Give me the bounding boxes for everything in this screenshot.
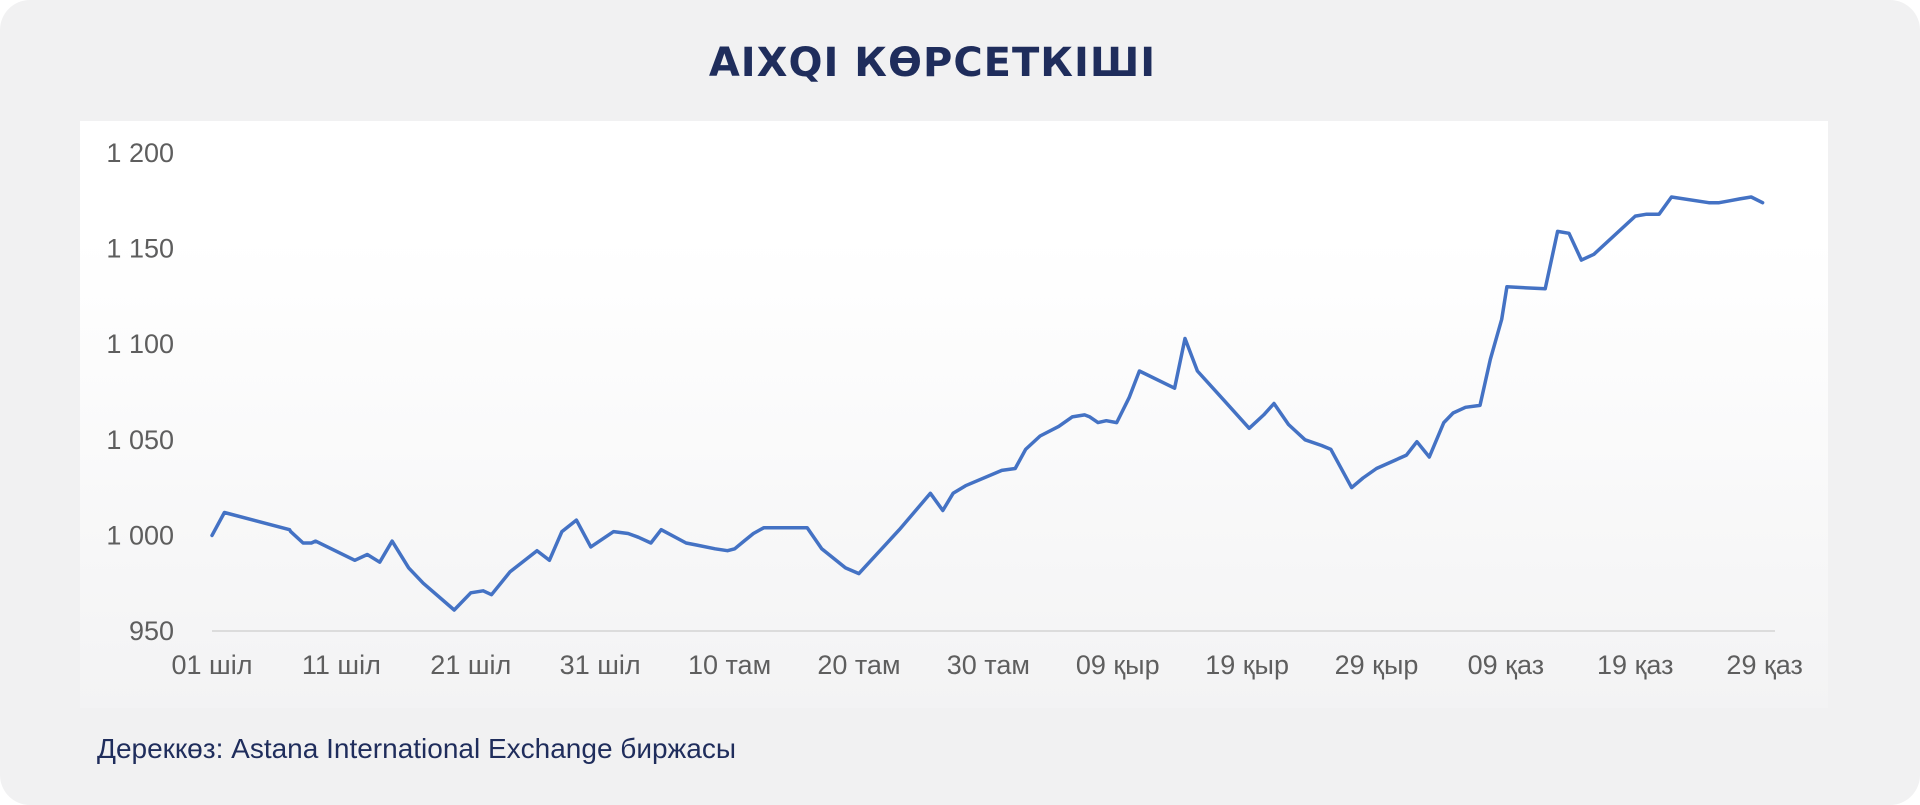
x-tick-label: 09 қыр [1076,650,1160,680]
x-tick-label: 31 шіл [560,650,641,680]
y-tick-label: 950 [129,616,174,646]
x-tick-label: 19 қаз [1597,650,1673,680]
x-tick-label: 29 қаз [1726,650,1802,680]
chart-title: AIXQI КӨРСЕТКІШІ [708,40,1157,86]
y-tick-label: 1 000 [106,520,174,550]
x-tick-label: 10 там [688,650,771,680]
series-line [210,195,1765,612]
line-chart: 950 1 000 1 050 1 100 1 150 1 200 01 шіл 11 шіл… [106,138,1802,680]
x-tick-label: 11 шіл [302,650,381,680]
y-tick-label: 1 100 [106,329,174,359]
y-tick-label: 1 050 [106,425,174,455]
x-tick-label: 30 там [947,650,1030,680]
plot-area: 950 1 000 1 050 1 100 1 150 1 200 01 шіл 11 шіл… [80,121,1828,708]
x-tick-label: 20 там [817,650,900,680]
y-tick-label: 1 150 [106,234,174,264]
source-note: Дереккөз: Astana International Exchange … [97,733,736,764]
x-tick-label: 09 қаз [1468,650,1544,680]
x-tick-label: 29 қыр [1335,650,1419,680]
x-tick-label: 01 шіл [172,650,253,680]
x-tick-label: 19 қыр [1205,650,1289,680]
y-tick-label: 1 200 [106,138,174,168]
x-tick-label: 21 шіл [430,650,511,680]
